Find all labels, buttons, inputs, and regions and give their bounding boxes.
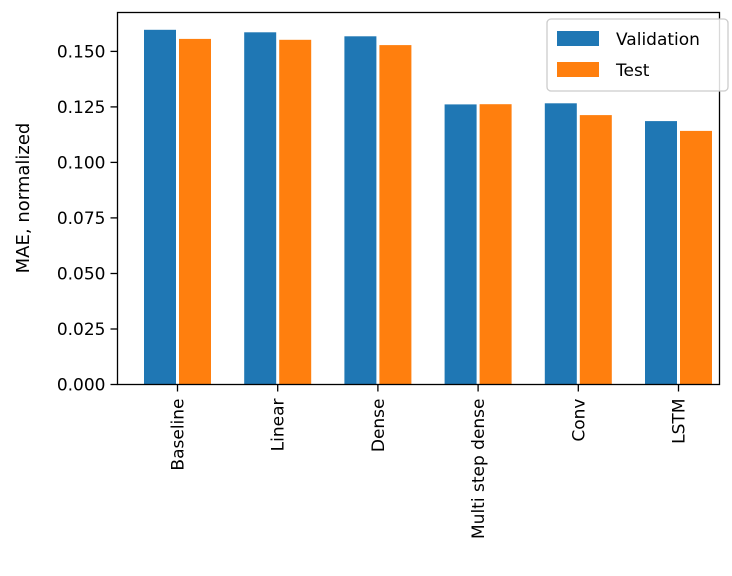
x-tick-label: LSTM [670,399,690,444]
bar-validation-dense [344,36,377,385]
x-tick-label: Multi step dense [469,399,489,539]
bar-validation-baseline [144,29,176,385]
bar-validation-conv [544,103,577,385]
x-axis-ticks: Baseline Linear Dense Multi step dense Conv L… [169,384,690,539]
bar-test-baseline [179,38,211,385]
y-tick-label: 0.150 [57,42,106,62]
plot-frame [116,11,721,386]
bar-test-lstm [680,130,712,385]
bar-validation-multi-step-dense [444,104,477,385]
legend-swatch-validation [557,31,599,46]
y-tick-label: 0.100 [57,153,106,173]
y-tick-label: 0.050 [57,265,106,285]
bar-validation-lstm [645,121,677,385]
bar-test-dense [379,45,412,385]
y-tick-label: 0.075 [57,209,106,229]
x-tick-label: Dense [369,399,389,453]
x-tick-label: Conv [569,399,589,442]
y-tick-label: 0.025 [57,320,106,340]
x-tick-label: Baseline [169,399,189,471]
y-tick-label: 0.000 [57,376,106,396]
bars-layer [144,29,712,385]
legend-swatch-test [557,62,599,77]
x-tick-label: Linear [269,398,289,451]
legend-label-test: Test [615,61,650,81]
y-tick-label: 0.125 [57,98,106,118]
legend-label-validation: Validation [616,30,700,50]
bar-validation-linear [244,32,277,385]
bar-test-multi-step-dense [479,104,512,385]
bar-test-conv [579,115,612,385]
y-axis-ticks: 0.000 0.025 0.050 0.075 0.100 0.125 0.150 [57,42,118,396]
bar-test-linear [279,39,312,385]
y-axis-label: MAE, normalized [13,123,34,274]
legend: Validation Test [546,18,729,92]
